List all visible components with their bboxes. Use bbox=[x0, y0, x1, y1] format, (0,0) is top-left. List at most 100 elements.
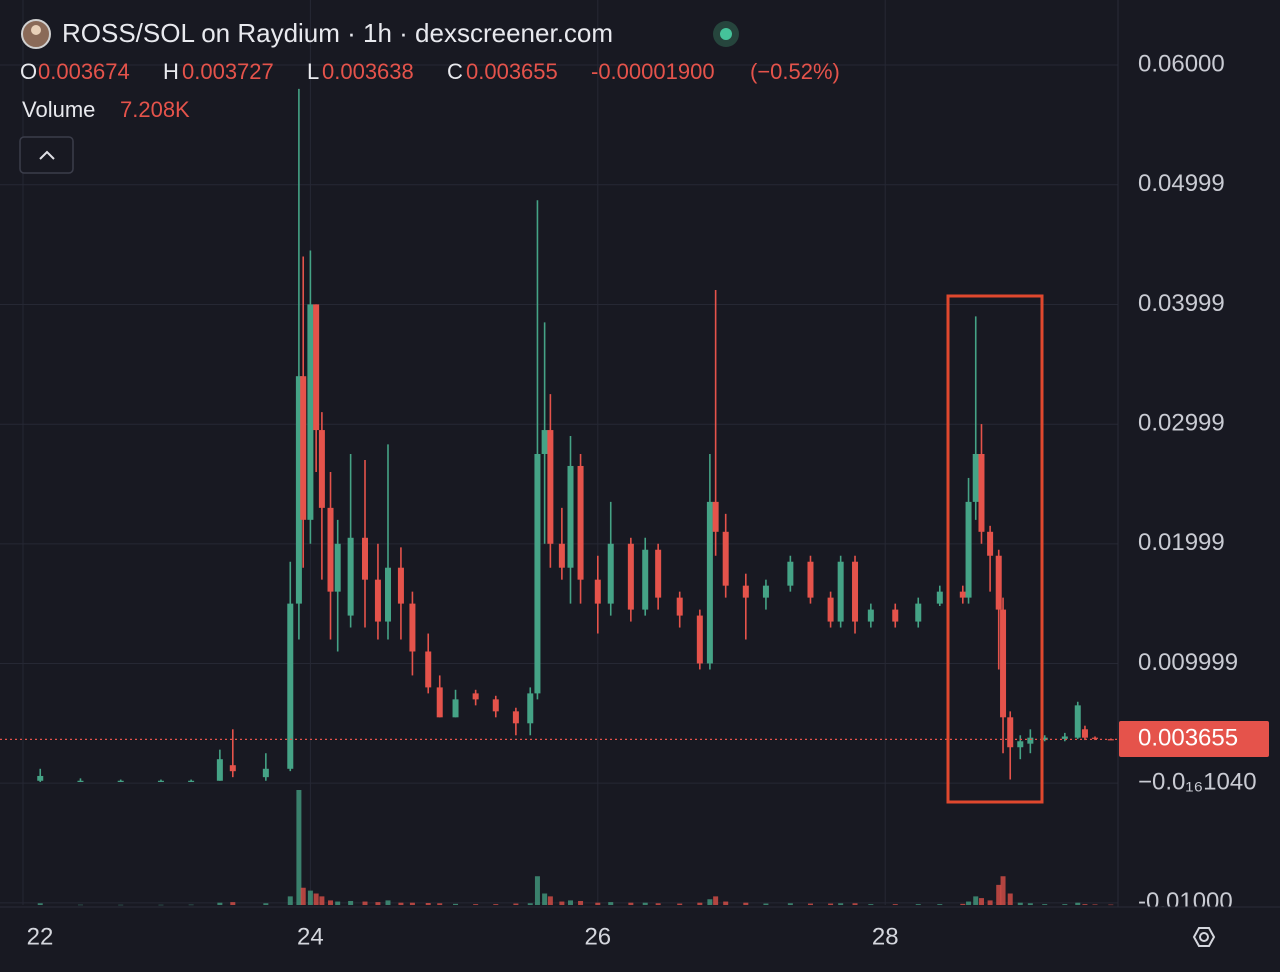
candle-body bbox=[807, 561, 814, 598]
volume-bar bbox=[542, 893, 548, 905]
volume-bar bbox=[1042, 904, 1048, 905]
ohlc-key: O bbox=[20, 59, 37, 84]
token-icon-face bbox=[31, 25, 41, 35]
volume-key: Volume bbox=[22, 97, 95, 122]
y-tick-label: 0.01999 bbox=[1138, 529, 1225, 556]
candle-body bbox=[436, 687, 443, 718]
candle-body bbox=[837, 561, 844, 622]
volume-bar bbox=[677, 903, 683, 905]
price-change: -0.00001900 bbox=[591, 59, 715, 84]
volume-bar bbox=[655, 903, 661, 905]
price-tag-box bbox=[1119, 721, 1269, 757]
candle-body bbox=[1000, 609, 1007, 718]
candle-body bbox=[892, 609, 899, 622]
candle-body bbox=[216, 759, 223, 781]
x-axis-band bbox=[0, 907, 1280, 972]
volume-bar bbox=[937, 904, 943, 905]
price-tag: 0.003655 bbox=[1119, 721, 1269, 757]
chart-title: ROSS/SOL on Raydium · 1h · dexscreener.c… bbox=[62, 18, 613, 48]
settings-button[interactable] bbox=[1192, 927, 1216, 947]
y-tick-label: 0.02999 bbox=[1138, 410, 1225, 437]
candle-body bbox=[594, 579, 601, 604]
volume-bar bbox=[188, 904, 194, 906]
volume-bar bbox=[567, 900, 573, 905]
volume-bar bbox=[973, 896, 979, 905]
candle-body bbox=[742, 585, 749, 598]
volume-bar bbox=[787, 903, 793, 905]
volume-bar bbox=[77, 904, 83, 906]
volume-bar bbox=[493, 904, 499, 905]
x-tick-label: 22 bbox=[27, 923, 54, 950]
volume-bar bbox=[915, 904, 921, 905]
candle-body bbox=[712, 501, 719, 532]
y-tick-label: 0.06000 bbox=[1138, 50, 1225, 77]
x-tick-label: 24 bbox=[297, 923, 324, 950]
volume-bar bbox=[1007, 893, 1013, 905]
candle-body bbox=[1017, 741, 1024, 748]
volume-bar bbox=[1017, 902, 1023, 905]
volume-bar bbox=[118, 904, 124, 906]
candle-body bbox=[77, 780, 84, 782]
candle-body bbox=[965, 501, 972, 598]
volume-bar bbox=[527, 903, 533, 905]
collapse-button[interactable] bbox=[19, 136, 74, 174]
ohlc-key: H bbox=[163, 59, 179, 84]
candle-body bbox=[37, 775, 44, 781]
volume-bar bbox=[313, 893, 319, 905]
volume-bar bbox=[300, 887, 306, 905]
volume-bar bbox=[230, 902, 236, 905]
volume-bar bbox=[697, 902, 703, 905]
volume-value: 7.208K bbox=[120, 97, 190, 122]
volume-bar bbox=[838, 903, 844, 905]
volume-bar bbox=[852, 903, 858, 905]
candle-body bbox=[295, 376, 302, 604]
volume-pane bbox=[37, 790, 1114, 906]
candle-body bbox=[547, 430, 554, 544]
candle-body bbox=[229, 765, 236, 772]
volume-bar bbox=[868, 904, 874, 905]
volume-bar bbox=[398, 902, 404, 905]
volume-bar bbox=[608, 902, 614, 905]
candle-body bbox=[995, 555, 1002, 610]
candle-body bbox=[384, 567, 391, 622]
candle-body bbox=[655, 549, 662, 598]
header: ROSS/SOL on Raydium · 1h · dexscreener.c… bbox=[19, 18, 840, 174]
volume-bar bbox=[296, 790, 302, 905]
candle-body bbox=[492, 699, 499, 712]
volume-bar bbox=[319, 896, 325, 905]
volume-bar bbox=[763, 903, 769, 905]
candle-body bbox=[915, 603, 922, 622]
candle-body bbox=[318, 430, 325, 508]
candle-body bbox=[722, 531, 729, 586]
candle-body bbox=[117, 780, 124, 782]
candle-body bbox=[577, 465, 584, 580]
candle-body bbox=[959, 591, 966, 598]
volume-bar bbox=[1108, 904, 1114, 906]
candle-body bbox=[558, 543, 565, 568]
volume-bar bbox=[807, 903, 813, 905]
candle-body bbox=[1092, 737, 1099, 739]
volume-bar bbox=[328, 900, 334, 905]
candle-body bbox=[1027, 737, 1034, 744]
candle-body bbox=[452, 699, 459, 718]
candle-body bbox=[541, 430, 548, 454]
candle-body bbox=[1061, 736, 1068, 739]
volume-bar bbox=[534, 876, 540, 905]
volume-bar bbox=[966, 901, 972, 905]
y-tick-label: 0.009999 bbox=[1138, 649, 1238, 676]
price-change-percent: (−0.52%) bbox=[750, 59, 840, 84]
status-dot bbox=[720, 28, 732, 40]
volume-bar bbox=[578, 900, 584, 905]
candle-body bbox=[397, 567, 404, 604]
candle-body bbox=[762, 585, 769, 598]
volume-bar bbox=[362, 901, 368, 905]
x-tick-label: 28 bbox=[872, 923, 899, 950]
volume-bar bbox=[1000, 876, 1006, 905]
volume-bar bbox=[409, 902, 415, 905]
volume-bar bbox=[642, 902, 648, 905]
candle-body bbox=[374, 579, 381, 622]
volume-bar bbox=[385, 900, 391, 905]
volume-bar bbox=[287, 896, 293, 905]
candle-body bbox=[1074, 705, 1081, 738]
